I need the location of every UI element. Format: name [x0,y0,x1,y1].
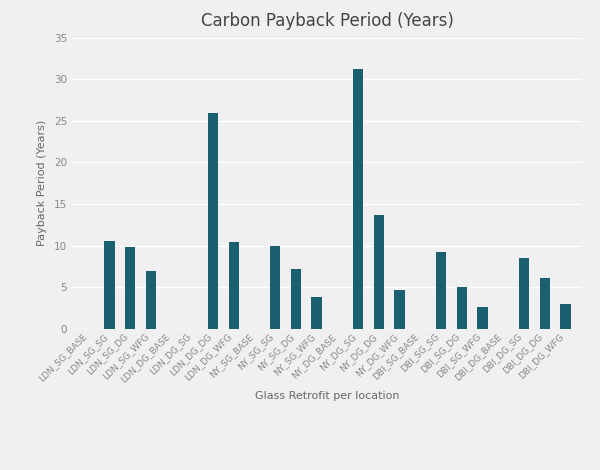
Bar [291,269,301,329]
Bar [104,241,115,329]
Bar [229,242,239,329]
Bar [374,215,384,329]
Bar [125,247,135,329]
X-axis label: Glass Retrofit per location: Glass Retrofit per location [255,391,399,401]
Bar [539,278,550,329]
Title: Carbon Payback Period (Years): Carbon Payback Period (Years) [200,13,454,31]
Bar [394,290,405,329]
Bar [353,69,363,329]
Bar [146,271,156,329]
Bar [478,306,488,329]
Y-axis label: Payback Period (Years): Payback Period (Years) [37,120,47,246]
Bar [560,304,571,329]
Bar [436,251,446,329]
Bar [208,112,218,329]
Bar [457,287,467,329]
Bar [311,298,322,329]
Bar [270,246,280,329]
Bar [519,258,529,329]
